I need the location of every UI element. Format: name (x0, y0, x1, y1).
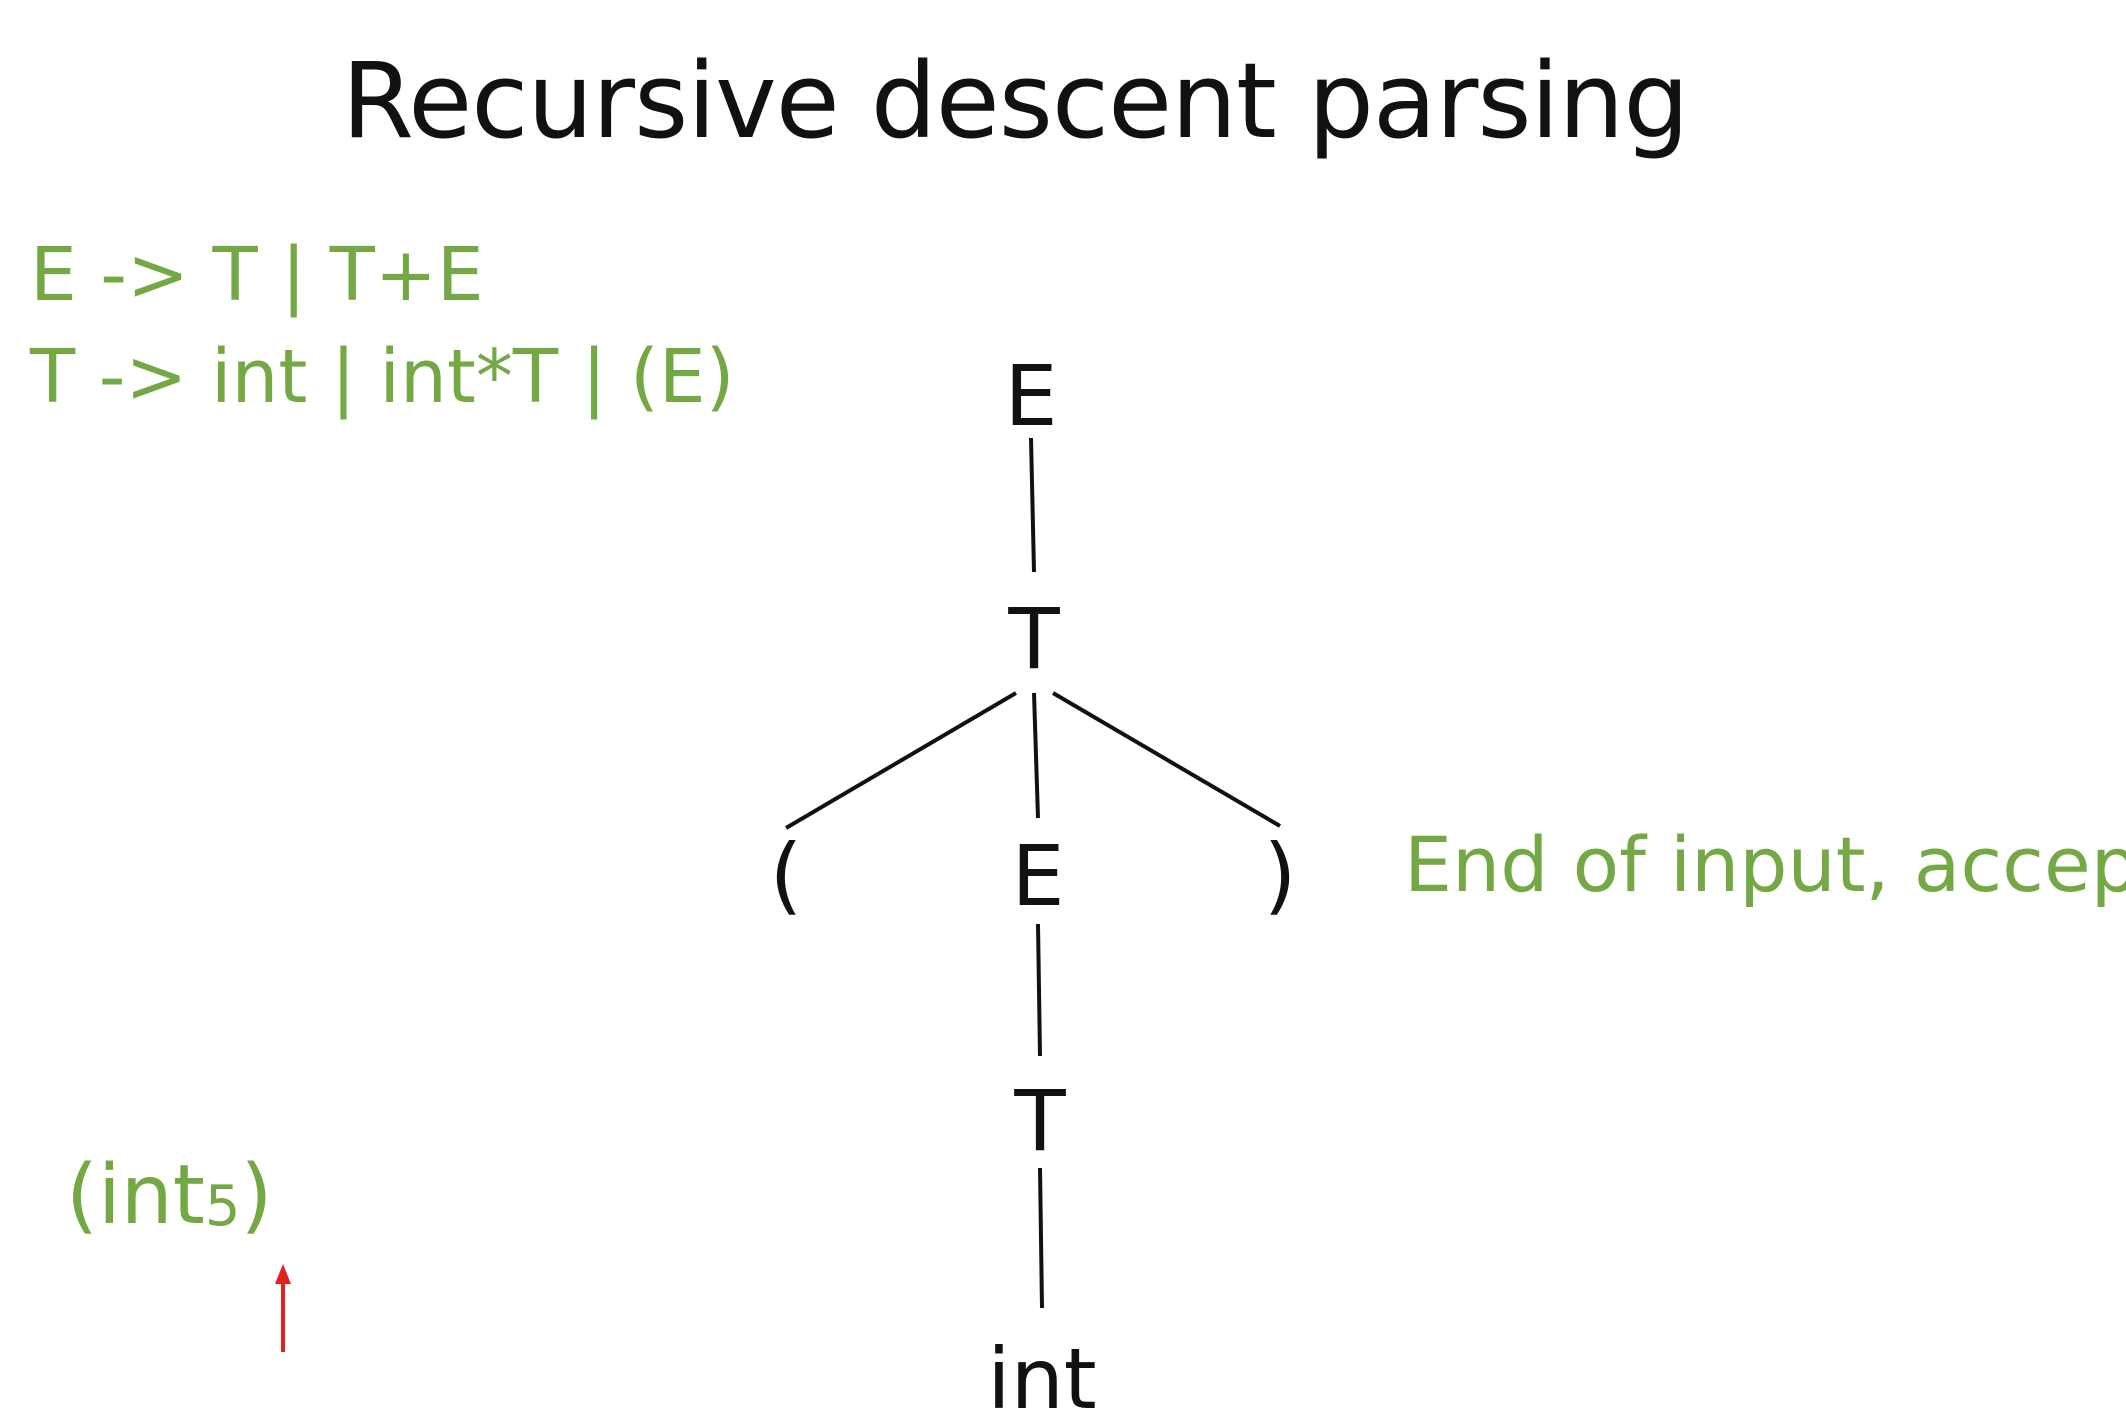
accept-message: End of input, accept. (1404, 820, 2126, 909)
edge-e-t (1029, 437, 1036, 573)
tree-node-e-inner: E (1011, 827, 1064, 925)
grammar-rule-e: E -> T | T+E (30, 232, 484, 318)
tree-node-t: T (1007, 590, 1060, 688)
tree-node-e-root: E (1004, 347, 1057, 445)
edge-t-lparen (784, 691, 1018, 830)
tree-node-lparen: ( (770, 826, 803, 924)
input-subscript: 5 (204, 1174, 241, 1239)
edge-t-e (1032, 692, 1040, 819)
input-string: (int5) (66, 1148, 273, 1243)
grammar-rule-t: T -> int | int*T | (E) (30, 334, 735, 420)
edge-t2-int (1038, 1167, 1044, 1309)
edge-e-t2 (1036, 923, 1042, 1057)
input-token: int (98, 1148, 205, 1243)
tree-node-int: int (987, 1330, 1097, 1428)
tree-node-t-inner: T (1013, 1072, 1066, 1170)
input-open-paren: ( (66, 1148, 98, 1243)
tree-node-rparen: ) (1264, 826, 1297, 924)
input-close-paren: ) (240, 1148, 273, 1243)
slide-title: Recursive descent parsing (341, 40, 1690, 162)
edge-t-rparen (1051, 691, 1282, 828)
input-pointer-arrow-icon (275, 1264, 291, 1352)
